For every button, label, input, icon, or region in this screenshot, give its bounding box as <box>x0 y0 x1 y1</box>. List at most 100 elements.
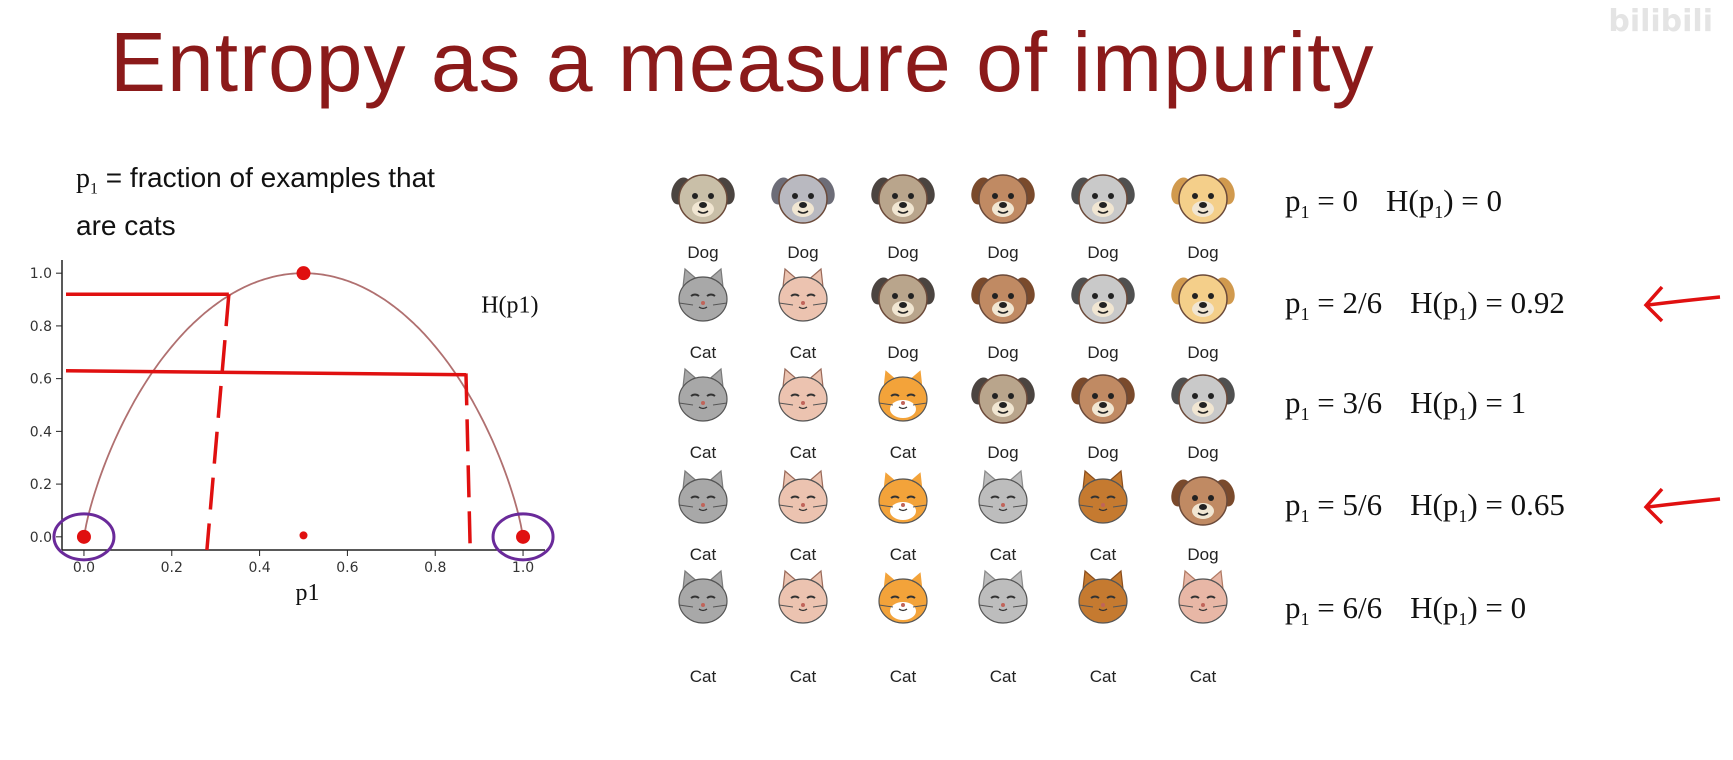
muzzle <box>792 201 814 217</box>
eye <box>1108 393 1114 399</box>
mouth <box>1197 512 1209 516</box>
mouth <box>1197 310 1209 314</box>
whisker <box>812 604 828 608</box>
animal-label: Cat <box>889 667 917 686</box>
whisker <box>1112 604 1128 608</box>
animal-label: Dog <box>887 343 919 362</box>
cat-tabby-icon <box>1178 569 1228 624</box>
whisker <box>778 302 794 306</box>
animal-cell: Cat <box>1053 467 1153 577</box>
eye <box>890 393 900 397</box>
mouth <box>897 310 909 314</box>
nose <box>1101 603 1105 607</box>
nose <box>899 302 907 308</box>
head <box>678 578 728 624</box>
mouth <box>897 210 909 214</box>
eye <box>892 193 898 199</box>
eye <box>992 293 998 299</box>
mouth <box>1097 410 1109 414</box>
eye <box>1106 495 1116 499</box>
animal-cell: Cat <box>853 365 953 475</box>
highlight-point <box>76 529 91 544</box>
cat-grey-icon <box>678 569 728 624</box>
circle-annotation <box>491 512 555 562</box>
eye <box>706 293 716 297</box>
nose <box>801 301 805 305</box>
nose <box>1099 402 1107 408</box>
animal-label: Dog <box>1187 243 1219 262</box>
animal-cell: Cat <box>653 467 753 577</box>
head <box>1078 374 1128 424</box>
h-expression: H(p1) = 0 <box>1385 183 1503 223</box>
eye <box>890 595 900 599</box>
eye <box>906 495 916 499</box>
eye <box>1190 595 1200 599</box>
entropy-equation: p1 = 0 H(p1) = 0 <box>1285 183 1503 223</box>
eye <box>792 193 798 199</box>
whisker <box>678 604 694 608</box>
mouth <box>797 210 809 214</box>
x-tick-label: 0.0 <box>73 560 95 576</box>
mouth <box>697 210 709 214</box>
animal-label: Cat <box>689 667 717 686</box>
eye <box>808 193 814 199</box>
nose <box>1099 302 1107 308</box>
whisker <box>1012 504 1028 508</box>
eye <box>690 393 700 397</box>
whisker <box>912 504 928 508</box>
eye <box>790 495 800 499</box>
mouth <box>798 306 808 310</box>
annotation-vline <box>205 294 231 551</box>
whisker <box>778 402 794 406</box>
mouth <box>698 608 708 612</box>
nose <box>999 202 1007 208</box>
animal-cell: Dog <box>1153 467 1253 577</box>
animal-label: Cat <box>789 667 817 686</box>
animal-cell: Dog <box>1153 265 1253 375</box>
mouth <box>1097 310 1109 314</box>
eye <box>806 495 816 499</box>
eye <box>1006 495 1016 499</box>
entropy-equation: p1 = 3/6 H(p1) = 1 <box>1285 385 1527 425</box>
animal-label: Cat <box>789 443 817 462</box>
animal-cell: Dog <box>1053 265 1153 375</box>
head <box>1078 274 1128 324</box>
curve-label: H(p1) <box>481 293 538 319</box>
eye <box>990 495 1000 499</box>
eye <box>1192 393 1198 399</box>
animal-label: Cat <box>889 443 917 462</box>
animal-label: Cat <box>689 343 717 362</box>
whisker <box>1078 504 1094 508</box>
muzzle <box>1192 401 1214 417</box>
whisker <box>712 302 728 306</box>
muzzle <box>1192 201 1214 217</box>
eye <box>690 293 700 297</box>
mouth <box>1197 210 1209 214</box>
head <box>1178 578 1228 624</box>
dog-brown-icon <box>971 174 1035 224</box>
cat-orange-icon <box>878 469 928 524</box>
animal-label: Cat <box>889 545 917 564</box>
nose <box>999 402 1007 408</box>
dog-grey-icon <box>1071 174 1135 224</box>
nose <box>801 603 805 607</box>
mouth <box>898 508 908 512</box>
eye <box>708 193 714 199</box>
eye <box>790 393 800 397</box>
head <box>778 376 828 422</box>
h-expression: H(p1) = 0.92 <box>1410 285 1565 325</box>
h-expression: H(p1) = 1 <box>1410 385 1527 425</box>
muzzle <box>1092 401 1114 417</box>
eye <box>706 595 716 599</box>
nose <box>1199 302 1207 308</box>
mouth <box>698 406 708 410</box>
eye <box>892 293 898 299</box>
eye <box>1092 393 1098 399</box>
head <box>678 478 728 524</box>
y-tick-label: 0.0 <box>30 530 52 546</box>
nose <box>701 503 705 507</box>
nose <box>1001 503 1005 507</box>
page-title: Entropy as a measure of impurity <box>110 15 1375 109</box>
animal-cell: Dog <box>953 165 1053 275</box>
head <box>1078 578 1128 624</box>
